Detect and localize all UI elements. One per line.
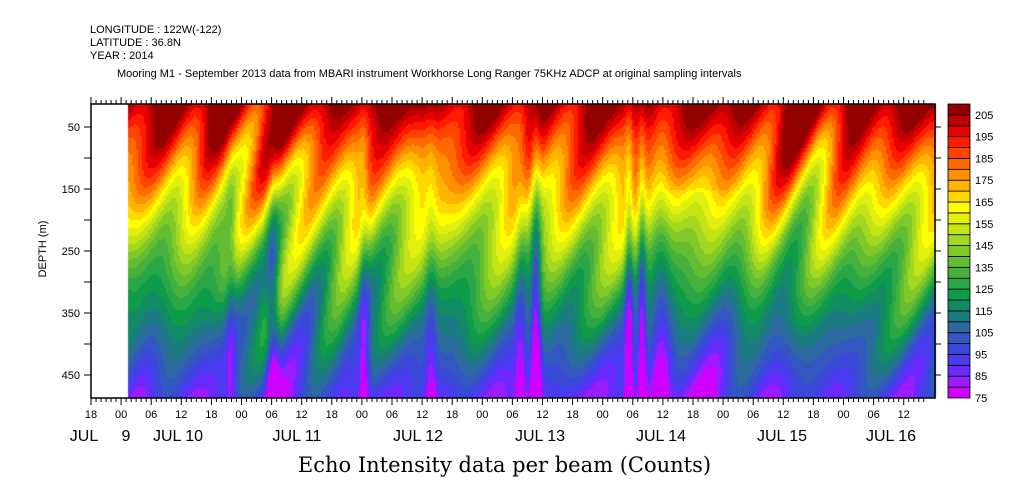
colorbar-swatch [947,223,971,236]
x-tick-label: 12 [175,409,187,421]
x-tick-label: 00 [717,409,729,421]
colorbar-swatch [947,147,971,159]
y-tick-label: 50 [68,122,80,134]
colorbar-swatch [947,321,971,334]
y-tick-label: 250 [62,246,80,258]
colorbar-label: 185 [975,153,993,165]
x-tick-label: 00 [597,409,609,421]
colorbar-swatch [947,234,971,246]
x-tick-label: 18 [566,409,578,421]
colorbar-swatch [947,332,971,344]
x-tick-label: 06 [265,409,277,421]
x-tick-label: 12 [777,409,789,421]
colorbar-swatch [947,168,971,181]
y-axis-label: DEPTH (m) [37,220,49,278]
x-day-label: 9 [122,428,131,445]
chart-title: Mooring M1 - September 2013 data from MB… [117,68,742,80]
colorbar-swatch [947,256,971,268]
colorbar-swatch [947,136,971,148]
colorbar-swatch [947,245,971,257]
x-tick-label: 00 [356,409,368,421]
x-tick-label: 18 [807,409,819,421]
colorbar-swatch [947,299,971,312]
x-tick-label: 18 [326,409,338,421]
colorbar-label: 205 [975,110,993,122]
colorbar-label: 105 [975,328,993,340]
x-day-label: JUL 13 [515,428,565,445]
colorbar-swatch [947,343,971,355]
colorbar-swatch [947,354,971,366]
x-tick-label: 06 [867,409,879,421]
colorbar-label: 125 [975,284,993,296]
colorbar-label: 115 [975,306,993,318]
x-tick-label: 06 [145,409,157,421]
colorbar-label: 135 [975,262,993,274]
colorbar-swatch [947,375,971,388]
colorbar-swatch [947,201,971,214]
x-tick-label: 00 [476,409,488,421]
x-day-label: JUL 16 [866,428,916,445]
x-tick-label: 00 [235,409,247,421]
colorbar-label: 155 [975,219,993,231]
x-tick-label: 18 [687,409,699,421]
x-day-label: JUL 12 [393,428,443,445]
colorbar-swatch [947,158,971,170]
x-day-label: JUL 10 [153,428,203,445]
colorbar-swatch [947,266,971,279]
colorbar-swatch [947,179,971,192]
x-tick-label: 12 [536,409,548,421]
colorbar-swatch [947,114,971,127]
colorbar-swatch [947,310,971,323]
x-tick-label: 06 [506,409,518,421]
colorbar-label: 95 [975,349,987,361]
x-tick-label: 06 [627,409,639,421]
colorbar-label: 85 [975,371,987,383]
y-tick-label: 450 [62,370,80,382]
x-day-label: JUL 14 [636,428,686,445]
y-tick-label: 350 [62,308,80,320]
colorbar-swatch [947,288,971,301]
colorbar-label: 145 [975,241,993,253]
colorbar-swatch [947,103,971,116]
colorbar-swatch [947,190,971,203]
colorbar-swatch [947,386,971,399]
plot-frame [90,103,936,399]
x-tick-label: 00 [115,409,127,421]
x-tick-label: 06 [386,409,398,421]
colorbar-label: 165 [975,197,993,209]
x-day-label: JUL [70,428,99,445]
colorbar-swatch [947,277,971,290]
x-tick-label: 12 [296,409,308,421]
colorbar-swatch [947,125,971,138]
colorbar-swatch [947,364,971,377]
x-tick-label: 06 [747,409,759,421]
colorbar-label: 75 [975,393,987,405]
year-label: YEAR : 2014 [90,50,154,62]
x-tick-label: 18 [205,409,217,421]
x-tick-label: 18 [85,409,97,421]
bottom-title: Echo Intensity data per beam (Counts) [297,453,712,477]
colorbar-label: 175 [975,175,993,187]
x-tick-label: 12 [898,409,910,421]
colorbar-label: 195 [975,132,993,144]
x-tick-label: 12 [416,409,428,421]
colorbar-swatch [947,212,971,225]
longitude-label: LONGITUDE : 122W(-122) [90,24,222,36]
y-tick-label: 150 [62,184,80,196]
x-day-label: JUL 15 [757,428,807,445]
x-day-label: JUL 11 [273,428,322,445]
x-tick-label: 18 [446,409,458,421]
x-tick-label: 12 [657,409,669,421]
latitude-label: LATITUDE : 36.8N [90,37,181,49]
x-tick-label: 00 [837,409,849,421]
